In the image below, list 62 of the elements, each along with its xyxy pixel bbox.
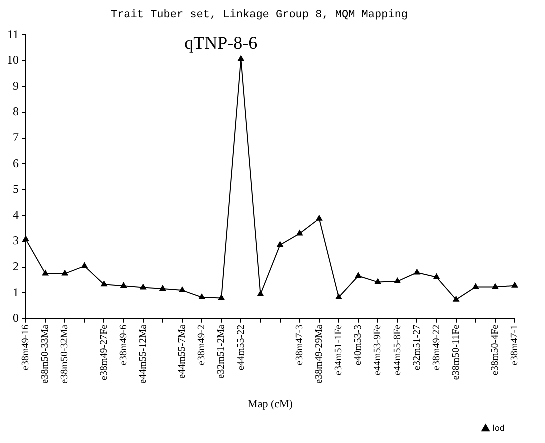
point	[120, 282, 127, 288]
y-tick-label: 1	[13, 285, 19, 300]
point	[140, 284, 146, 290]
y-tick-label: 0	[13, 311, 19, 326]
point	[296, 230, 303, 236]
x-tick-label: e34m51-1Fe	[334, 324, 345, 376]
annotation: qTNP-8-6	[184, 32, 258, 53]
x-tick-label: e44m55-7Ma	[177, 324, 188, 379]
x-tick-label: e38m47-3	[294, 324, 306, 366]
x-tick-label: e38m50-11Fe	[450, 324, 462, 380]
y-tick-label: 2	[13, 259, 19, 274]
point	[42, 270, 49, 276]
y-tick-label: 5	[13, 182, 19, 196]
point	[277, 242, 284, 248]
point	[355, 272, 362, 278]
point	[453, 296, 460, 302]
point	[258, 290, 264, 296]
chart-title: Trait Tuber set, Linkage Group 8, MQM Mapping	[110, 10, 408, 22]
point	[160, 286, 166, 292]
x-tick-label: e38m47-1	[510, 324, 521, 366]
x-tick-label: e38m50-33Ma	[40, 324, 52, 384]
x-tick-label: e44m53-9Fe	[372, 324, 384, 376]
point	[434, 274, 440, 280]
point	[336, 294, 342, 300]
point	[198, 294, 206, 300]
x-tick-label: e32m51-27	[412, 324, 423, 370]
y-tick-label: 4	[13, 208, 19, 222]
point	[101, 281, 108, 287]
x-tick-label: e38m50-4Fe	[490, 324, 502, 376]
x-tick-label: e38m49-2	[196, 324, 208, 366]
x-tick-label: e38m49-27Fe	[98, 324, 110, 380]
point	[472, 284, 479, 290]
point	[374, 278, 382, 284]
x-tick-label: e38m50-32Ma	[60, 324, 71, 384]
legend-label: lod	[492, 424, 506, 434]
y-tick-label: 11	[7, 27, 19, 42]
x-tick-label: e40m53-3	[353, 324, 364, 366]
x-tick-label: e38m49-22	[431, 324, 442, 370]
x-tick-label: e44m55-8Fe	[392, 324, 404, 376]
y-tick-label: 8	[13, 104, 19, 119]
x-tick-label: e44m55-12Ma	[138, 324, 149, 384]
x-tick-label: e38m49-29Ma	[314, 324, 326, 384]
point	[414, 269, 420, 275]
point	[62, 270, 68, 276]
point	[82, 262, 88, 268]
x-tick-label: e44m55-22	[236, 324, 247, 370]
point	[394, 278, 401, 284]
y-tick-label: 10	[7, 53, 19, 68]
y-tick-label: 3	[13, 234, 19, 248]
point	[512, 282, 518, 288]
x-tick-label: e38m49-6	[118, 324, 130, 366]
point	[238, 56, 244, 62]
point	[179, 287, 186, 293]
point	[492, 284, 499, 290]
x-tick-label: e38m49-16	[20, 324, 32, 370]
point	[316, 215, 322, 221]
y-tick-label: 7	[13, 130, 19, 145]
x-axis-title: Map (cM)	[248, 398, 294, 410]
x-tick-label: e32m51-2Ma	[216, 324, 228, 379]
y-tick-label: 6	[13, 156, 19, 170]
point	[218, 294, 225, 300]
y-tick-label: 9	[13, 78, 19, 93]
